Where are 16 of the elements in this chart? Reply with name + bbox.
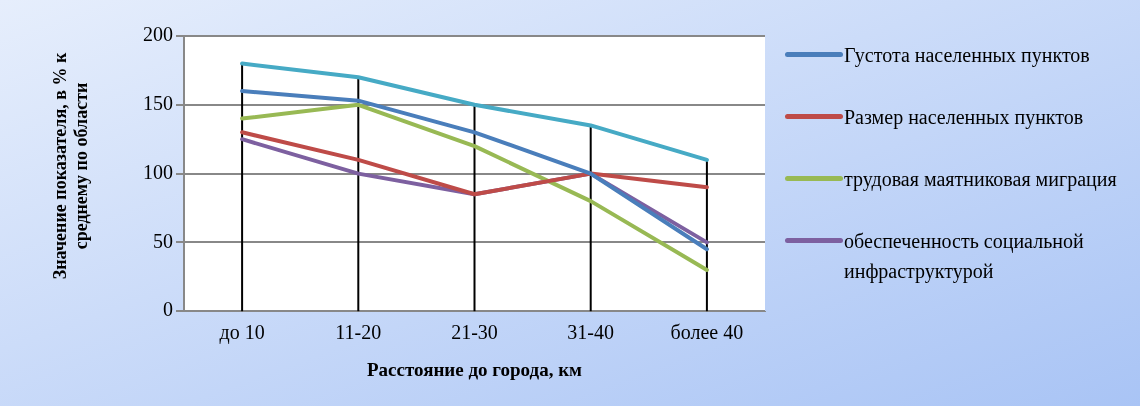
legend-label: трудовая маятниковая миграция	[844, 167, 1117, 193]
x-tick-label: более 40	[670, 321, 744, 344]
y-tick-label: 0	[163, 298, 173, 321]
y-tick-label: 50	[153, 229, 173, 252]
x-axis-title: Расстояние до города, км	[366, 358, 583, 380]
y-tick-label: 200	[143, 23, 173, 46]
x-tick-label: 21-30	[451, 321, 498, 344]
x-tick-label: 11-20	[335, 321, 382, 344]
legend-label: Размер населенных пунктов	[844, 105, 1084, 131]
legend-label: обеспеченность социальной инфраструктурой	[844, 229, 1085, 285]
x-tick-label: 31-40	[567, 321, 615, 344]
x-tick-label: до 10	[219, 321, 265, 345]
legend-label: Густота населенных пунктов	[844, 43, 1090, 69]
y-axis-title: Значение показателя, в % к среднему по области	[50, 51, 92, 282]
y-tick-label: 150	[143, 92, 173, 115]
y-tick-label: 100	[143, 160, 173, 183]
